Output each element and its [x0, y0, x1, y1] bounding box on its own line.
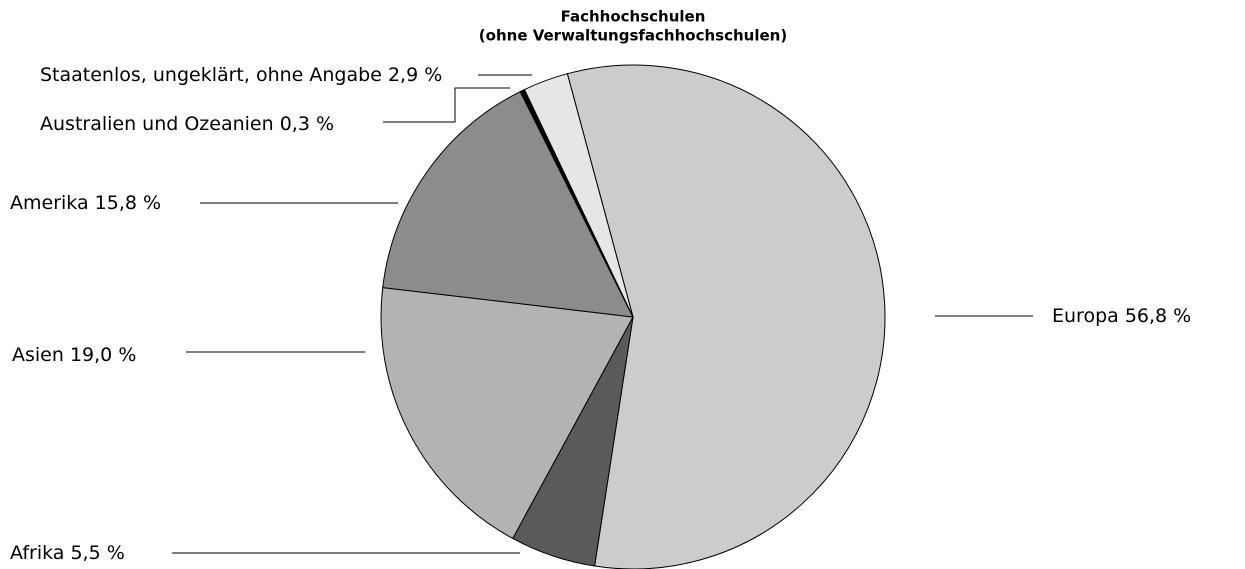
- slice-label: Amerika 15,8 %: [10, 192, 161, 214]
- value-label: 19,0 %: [70, 344, 136, 366]
- slice-label: Australien und Ozeanien 0,3 %: [40, 113, 334, 135]
- category-name: Amerika: [10, 192, 89, 214]
- category-name: Afrika: [10, 542, 64, 564]
- chart-title: Fachhochschulen: [561, 8, 706, 26]
- pie-slice: [566, 64, 886, 569]
- slice-label: Asien 19,0 %: [12, 344, 136, 366]
- value-label: 5,5 %: [70, 542, 124, 564]
- slice-label: Staatenlos, ungeklärt, ohne Angabe 2,9 %: [40, 64, 442, 86]
- category-name: Australien und Ozeanien: [40, 113, 274, 135]
- category-name: Asien: [12, 344, 64, 366]
- value-label: 15,8 %: [95, 192, 161, 214]
- leader-line: [383, 87, 510, 123]
- value-label: 2,9 %: [388, 64, 442, 86]
- category-name: Staatenlos, ungeklärt, ohne Angabe: [40, 64, 382, 86]
- slice-label: Afrika 5,5 %: [10, 542, 125, 564]
- category-name: Europa: [1052, 305, 1119, 327]
- chart-subtitle: (ohne Verwaltungsfachhochschulen): [479, 27, 787, 45]
- value-label: 56,8 %: [1125, 305, 1191, 327]
- pie-slice: [382, 90, 634, 318]
- pie-slice: [523, 73, 634, 318]
- slice-label: Europa 56,8 %: [1052, 305, 1191, 327]
- value-label: 0,3 %: [280, 113, 334, 135]
- pie-slice: [380, 287, 634, 540]
